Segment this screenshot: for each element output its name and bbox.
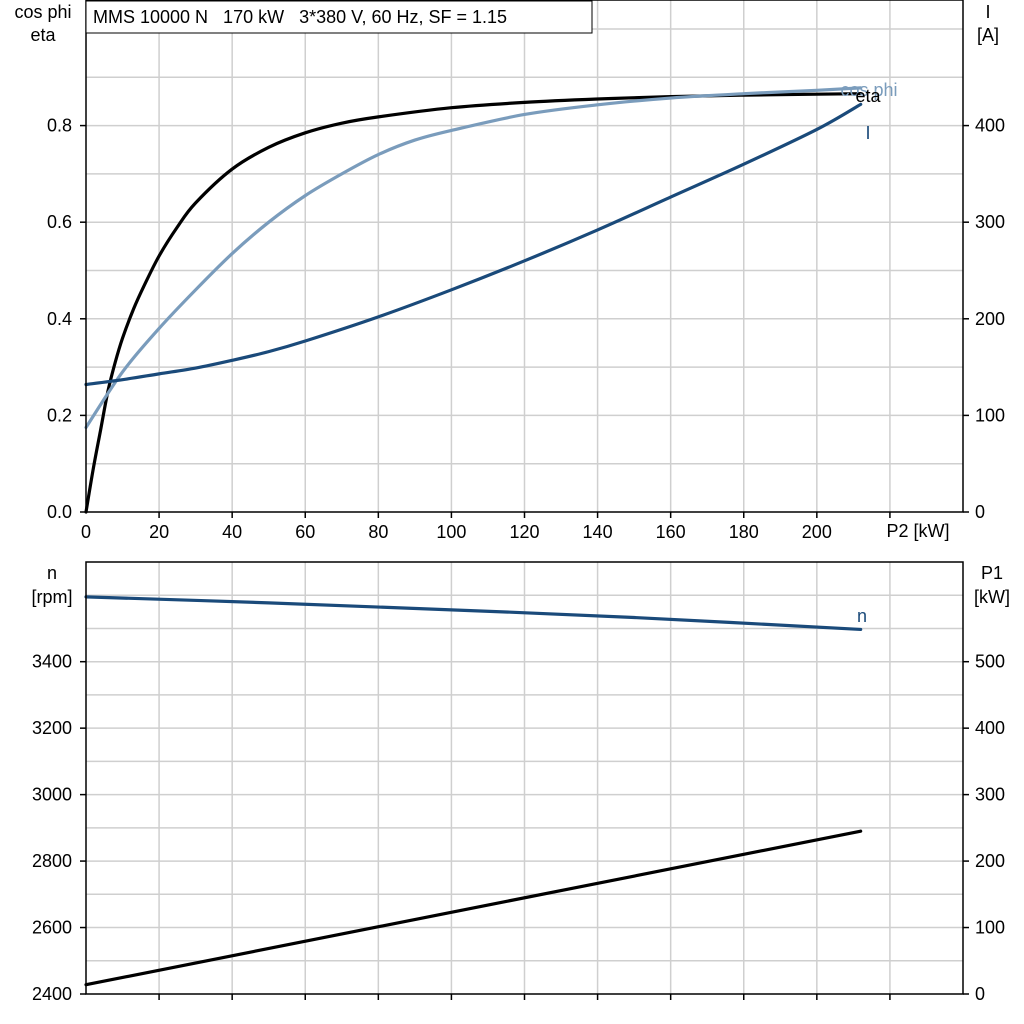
y-right-tick-label: 200 [975,309,1005,329]
y-left-tick-label: 3200 [32,718,72,738]
y-right-tick-label: 0 [975,984,985,1004]
y-left-tick-label: 0.8 [47,116,72,136]
bottom-right-axis-title-line1: P1 [981,563,1003,583]
series-line-n [84,595,863,632]
bottom-left-axis-title-line2: [rpm] [31,587,72,607]
y-right-tick-label: 500 [975,652,1005,672]
chart-title-box [85,0,593,34]
y-right-tick-label: 400 [975,718,1005,738]
top-right-axis-title-line1: I [985,2,990,22]
bottom-chart-series: n [84,595,867,987]
x-tick-label: 120 [509,522,539,542]
top-right-axis-title-line2: [A] [977,25,999,45]
x-tick-label: 160 [656,522,686,542]
y-right-tick-label: 300 [975,785,1005,805]
chart-title: MMS 10000 N 170 kW 3*380 V, 60 Hz, SF = … [93,7,507,27]
x-tick-label: 20 [149,522,169,542]
y-left-tick-label: 2600 [32,918,72,938]
y-left-tick-label: 2400 [32,984,72,1004]
y-left-tick-label: 0.6 [47,212,72,232]
y-right-tick-label: 200 [975,851,1005,871]
y-left-tick-label: 3400 [32,652,72,672]
y-right-tick-label: 100 [975,918,1005,938]
series-label-n: n [857,606,867,626]
x-tick-label: 140 [583,522,613,542]
x-tick-label: 100 [436,522,466,542]
x-tick-label: 40 [222,522,242,542]
y-left-tick-label: 0.4 [47,309,72,329]
top-left-axis-title-line2: eta [30,25,56,45]
bottom-chart-grid [86,562,963,994]
y-left-tick-label: 2800 [32,851,72,871]
bottom-left-axis-title-line1: n [47,563,57,583]
y-left-tick-label: 3000 [32,785,72,805]
series-label-cos-phi: cos phi [840,80,897,100]
x-tick-label: 200 [802,522,832,542]
x-tick-label: 0 [81,522,91,542]
y-right-tick-label: 100 [975,405,1005,425]
x-tick-label: 180 [729,522,759,542]
bottom-right-axis-title-line2: [kW] [974,587,1010,607]
y-right-tick-label: 400 [975,116,1005,136]
y-left-tick-label: 0.2 [47,405,72,425]
top-x-axis-title: P2 [kW] [886,521,949,541]
y-right-tick-label: 300 [975,212,1005,232]
series-line-i [84,102,863,387]
series-line-p1 [84,829,863,987]
top-chart-ticks: 0.0 0.2 0.4 0.6 0.8 0 100 200 300 400 0 20 40 60 80 100… [47,116,1005,542]
series-line-cos-phi [84,86,863,430]
x-tick-label: 80 [368,522,388,542]
series-label-i: I [865,123,870,143]
top-left-axis-title-line1: cos phi [14,2,71,22]
series-line-eta [84,92,863,514]
x-tick-label: 60 [295,522,315,542]
top-chart-grid [86,0,963,512]
bottom-chart-ticks: 2400 2600 2800 3000 3200 3400 0 100 200 300 400 500 [32,652,1005,1004]
y-left-tick-label: 0.0 [47,502,72,522]
y-right-tick-label: 0 [975,502,985,522]
series-label-eta: eta [855,86,881,106]
